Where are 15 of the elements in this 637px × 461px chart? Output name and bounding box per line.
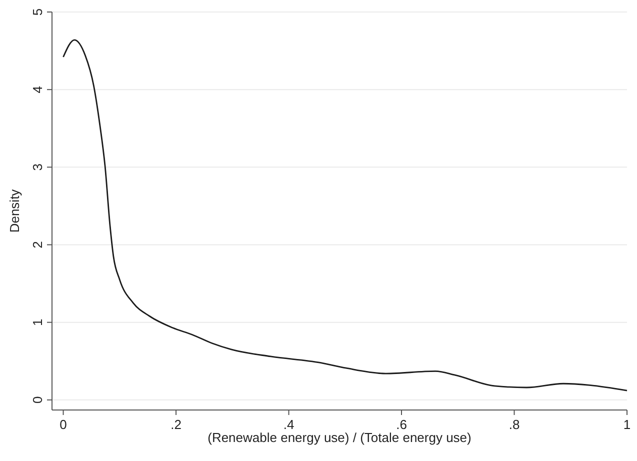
- x-tick-label: .2: [170, 417, 182, 432]
- y-tick-label: 3: [30, 164, 45, 171]
- y-tick-label: 2: [30, 241, 45, 248]
- x-tick-label: 1: [623, 417, 631, 432]
- x-tick-label: .6: [396, 417, 407, 432]
- y-axis-title: Density: [7, 188, 22, 233]
- y-tick-label: 5: [30, 8, 45, 16]
- x-tick-label: 0: [60, 417, 67, 432]
- x-axis-title: (Renewable energy use) / (Totale energy use): [208, 430, 472, 445]
- x-tick-label: .8: [508, 417, 520, 432]
- y-tick-label: 4: [30, 86, 45, 94]
- x-tick-label: .4: [283, 417, 294, 432]
- y-tick-label: 0: [30, 396, 45, 404]
- y-tick-label: 1: [30, 318, 45, 326]
- line-series: [62, 39, 628, 392]
